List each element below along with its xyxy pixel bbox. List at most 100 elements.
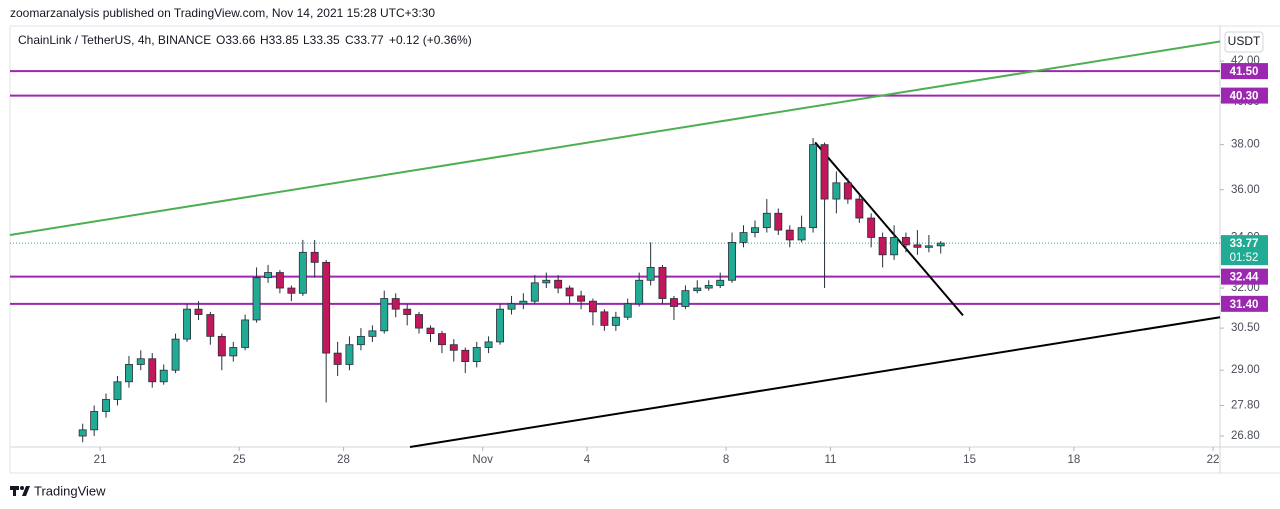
y-tick-label: 27.80 [1231, 399, 1260, 411]
candle-body [901, 237, 910, 246]
candle-body [241, 319, 250, 348]
candle-body [554, 279, 563, 289]
logo-part [10, 486, 19, 490]
candle-body [681, 290, 690, 307]
candle-body [391, 298, 400, 310]
candle-body [461, 349, 470, 363]
ohlc-low: L33.35 [303, 33, 340, 47]
candle-body [194, 308, 203, 315]
candle-body [345, 344, 354, 365]
candle-body [310, 251, 319, 263]
x-tick-label: 22 [1207, 454, 1220, 466]
candle-body [832, 182, 841, 200]
candle-body [565, 287, 574, 297]
candle-body [809, 144, 818, 229]
candle-body [403, 308, 412, 315]
candle-body [542, 279, 551, 284]
candle-body [148, 358, 157, 383]
candle-body [669, 298, 678, 307]
currency-button[interactable] [1224, 31, 1264, 53]
candle-body [472, 347, 481, 363]
candle-body [298, 251, 307, 294]
candle-body [762, 212, 771, 229]
x-tick-label: 11 [824, 454, 836, 466]
plot-area [9, 40, 1221, 448]
candle-body [217, 335, 226, 357]
x-tick-label: 8 [723, 454, 729, 466]
candle-body [78, 429, 87, 437]
trendline [409, 316, 1221, 448]
candle-body [739, 232, 748, 243]
candle-body [611, 316, 620, 326]
y-tick-label: 38.00 [1231, 139, 1260, 151]
candle-body [124, 364, 133, 383]
candle-body [275, 272, 284, 289]
candle-body [890, 237, 899, 256]
candle-body [519, 300, 528, 305]
candle-body [206, 314, 215, 337]
candle-body [913, 244, 922, 248]
ohlc-close: C33.77 [345, 33, 384, 47]
x-tick-label: 25 [233, 454, 246, 466]
candle-body [658, 267, 667, 299]
candle-body [136, 358, 145, 365]
price-label-box [1221, 235, 1268, 266]
candle-body [171, 338, 180, 371]
candle-body [449, 344, 458, 351]
y-tick-label: 42.00 [1231, 55, 1260, 67]
candle-body [380, 298, 389, 332]
candle-body [333, 352, 342, 365]
ohlc-high: H33.85 [260, 33, 299, 47]
level-label-box [1221, 268, 1268, 285]
trendline [814, 141, 964, 316]
candle-body [855, 198, 864, 219]
overlay: ChainLink / TetherUS, 4h, BINANCE O33.66… [10, 31, 1264, 498]
candle-body [438, 333, 446, 346]
candle-body [635, 279, 644, 305]
candle-body [356, 335, 365, 346]
x-tick-label: 15 [963, 454, 976, 466]
candle-body [728, 241, 736, 281]
level-label-box [1221, 87, 1268, 104]
publisher-note: zoomarzanalysis published on TradingView… [10, 6, 435, 20]
candle-body [867, 217, 876, 238]
candle-body [704, 285, 713, 289]
candle-body [577, 295, 586, 302]
candle-body [252, 277, 261, 321]
candle-body [426, 327, 435, 334]
level-label: 41.50 [1230, 66, 1259, 78]
level-label: 31.40 [1230, 299, 1259, 311]
candle-body [716, 279, 725, 286]
candle-body [229, 347, 238, 357]
candle-body [600, 311, 609, 326]
level-label-box [1221, 63, 1268, 80]
candle-body [484, 341, 493, 348]
logo-part [22, 486, 30, 496]
level-label: 32.44 [1230, 272, 1259, 284]
y-tick-label: 30.50 [1231, 322, 1260, 334]
candle-body [90, 411, 99, 431]
logo-part [13, 489, 16, 496]
candle-body [507, 303, 516, 310]
y-tick-label: 36.00 [1231, 184, 1260, 196]
candle-body [936, 242, 945, 247]
price-countdown: 01:52 [1230, 252, 1259, 264]
candle-body [496, 308, 505, 343]
candle-body [820, 144, 829, 200]
y-tick-label: 32.00 [1231, 282, 1260, 294]
ohlc-change: +0.12 (+0.36%) [389, 33, 472, 47]
candle-body [415, 314, 423, 329]
candle-body [264, 272, 273, 279]
logo-part [20, 486, 24, 490]
currency-label[interactable]: USDT [1228, 34, 1261, 48]
level-label-box [1221, 295, 1268, 312]
x-tick-label: 28 [337, 454, 350, 466]
candle-body [646, 267, 655, 281]
candle-body [693, 287, 702, 292]
brand-logo [10, 486, 30, 496]
candle-body [102, 399, 110, 412]
candle-body [113, 381, 122, 400]
x-tick-label: Nov [472, 454, 493, 466]
y-tick-label: 26.80 [1231, 430, 1260, 442]
